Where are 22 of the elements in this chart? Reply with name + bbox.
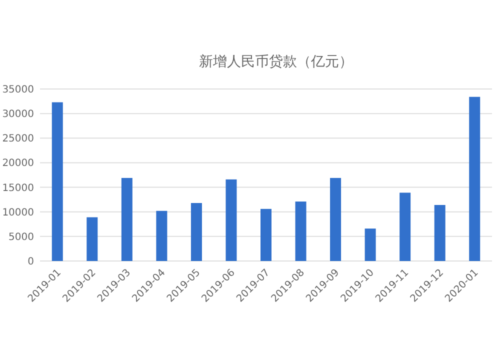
- y-tick-label: 35000: [2, 84, 34, 96]
- y-tick-label: 5000: [8, 232, 34, 243]
- bar: [190, 203, 202, 261]
- bar: [364, 228, 376, 261]
- chart-title: 新增人民币贷款（亿元）: [199, 54, 353, 70]
- bar: [226, 179, 237, 261]
- y-tick-label: 25000: [2, 134, 34, 145]
- y-tick-label: 20000: [2, 158, 34, 170]
- bar: [295, 202, 306, 261]
- bar: [52, 102, 63, 261]
- bar: [121, 178, 132, 261]
- y-tick-label: 30000: [2, 109, 34, 120]
- bar: [156, 210, 168, 261]
- bar: [260, 208, 272, 261]
- bar: [330, 178, 342, 261]
- bar: [400, 192, 411, 261]
- y-tick-label: 10000: [2, 207, 34, 218]
- bar: [434, 204, 446, 261]
- bar: [86, 217, 98, 261]
- y-tick-label: 0: [28, 256, 34, 268]
- y-tick-label: 15000: [2, 182, 34, 194]
- bar: [469, 96, 480, 261]
